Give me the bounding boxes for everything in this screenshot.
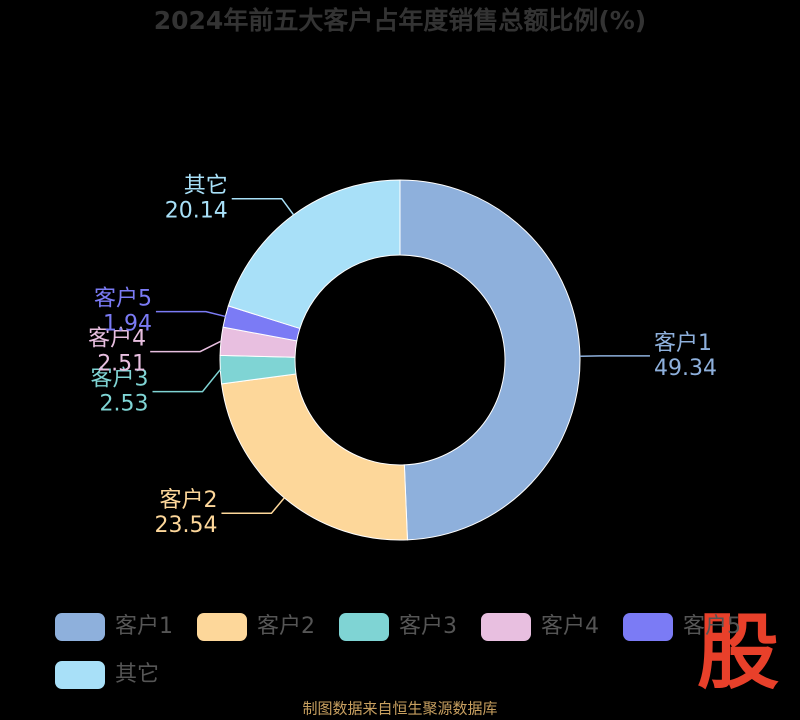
chart-title: 2024年前五大客户占年度销售总额比例(%) [154, 6, 646, 35]
leader-line [221, 497, 285, 514]
legend-label: 客户5 [683, 614, 741, 639]
legend-swatch [481, 613, 531, 641]
data-label-name: 其它 [184, 174, 228, 199]
data-label-value: 2.51 [97, 352, 146, 377]
legend-label: 客户1 [115, 614, 173, 639]
data-label-value: 2.53 [100, 392, 149, 417]
data-label-name: 客户1 [654, 331, 712, 356]
leader-line [150, 340, 222, 353]
legend-swatch [55, 613, 105, 641]
leader-line [231, 197, 295, 216]
data-label-name: 客户3 [91, 367, 149, 392]
donut-slice [227, 179, 401, 330]
legend-label: 其它 [115, 662, 159, 687]
donut-slice [221, 373, 408, 541]
source-note: 制图数据来自恒生聚源数据库 [302, 700, 497, 718]
legend-label: 客户4 [541, 614, 599, 639]
data-label-value: 49.34 [654, 356, 717, 381]
leader-line [155, 310, 226, 318]
data-label-value: 1.94 [103, 312, 152, 337]
legend-swatch [623, 613, 673, 641]
legend-label: 客户2 [257, 614, 315, 639]
legend-label: 客户3 [399, 614, 457, 639]
leader-line [152, 369, 221, 393]
donut-slice [399, 179, 581, 541]
data-label-value: 20.14 [165, 199, 228, 224]
legend-swatch [55, 661, 105, 689]
data-label-name: 客户4 [88, 327, 146, 352]
legend-swatch [197, 613, 247, 641]
data-label-value: 23.54 [154, 513, 217, 538]
legend-swatch [339, 613, 389, 641]
watermark: 股 [697, 605, 779, 700]
data-label-name: 客户2 [159, 488, 217, 513]
data-label-name: 客户5 [94, 287, 152, 312]
